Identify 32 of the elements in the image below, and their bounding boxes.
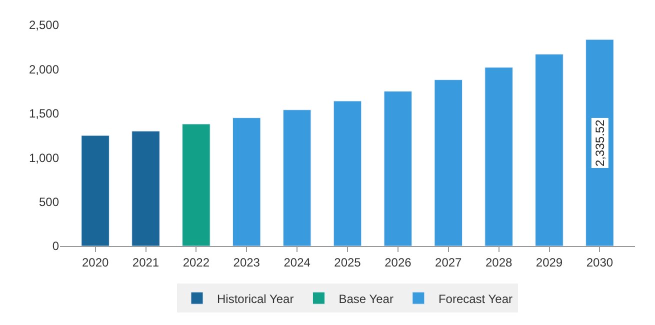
legend-label: Forecast Year bbox=[438, 292, 512, 306]
y-tick-label: 500 bbox=[38, 195, 60, 209]
bar bbox=[232, 118, 261, 246]
y-tick-label: 2,000 bbox=[28, 62, 60, 76]
y-tick-label: 1,500 bbox=[28, 106, 60, 121]
y-tick-label: 1,000 bbox=[28, 150, 60, 165]
bar bbox=[384, 91, 412, 246]
x-tick-label: 2023 bbox=[233, 255, 260, 270]
bar bbox=[182, 124, 210, 246]
x-tick-label: 2024 bbox=[284, 255, 311, 270]
x-tick-label: 2021 bbox=[132, 255, 160, 270]
bar bbox=[282, 110, 312, 246]
bar bbox=[132, 130, 160, 246]
legend-label: Base Year bbox=[338, 292, 394, 306]
bar bbox=[535, 54, 564, 246]
x-tick-label: 2026 bbox=[384, 255, 412, 270]
x-tick-label: 2020 bbox=[82, 255, 109, 270]
bar bbox=[586, 39, 614, 246]
legend-label: Historical Year bbox=[217, 292, 294, 306]
x-tick-label: 2027 bbox=[435, 255, 462, 270]
y-tick-label: 2,500 bbox=[28, 18, 60, 32]
bar bbox=[333, 100, 362, 246]
bar bbox=[81, 135, 110, 246]
data-label: 2,335.52 bbox=[592, 119, 607, 166]
bar bbox=[484, 67, 513, 246]
x-tick-label: 2022 bbox=[182, 255, 210, 270]
bar bbox=[434, 80, 462, 246]
x-tick-label: 2029 bbox=[536, 255, 563, 270]
x-tick-label: 2030 bbox=[586, 255, 614, 270]
x-tick-label: 2028 bbox=[485, 255, 512, 270]
y-tick-label: 0 bbox=[52, 239, 60, 254]
x-tick-label: 2025 bbox=[334, 255, 362, 270]
